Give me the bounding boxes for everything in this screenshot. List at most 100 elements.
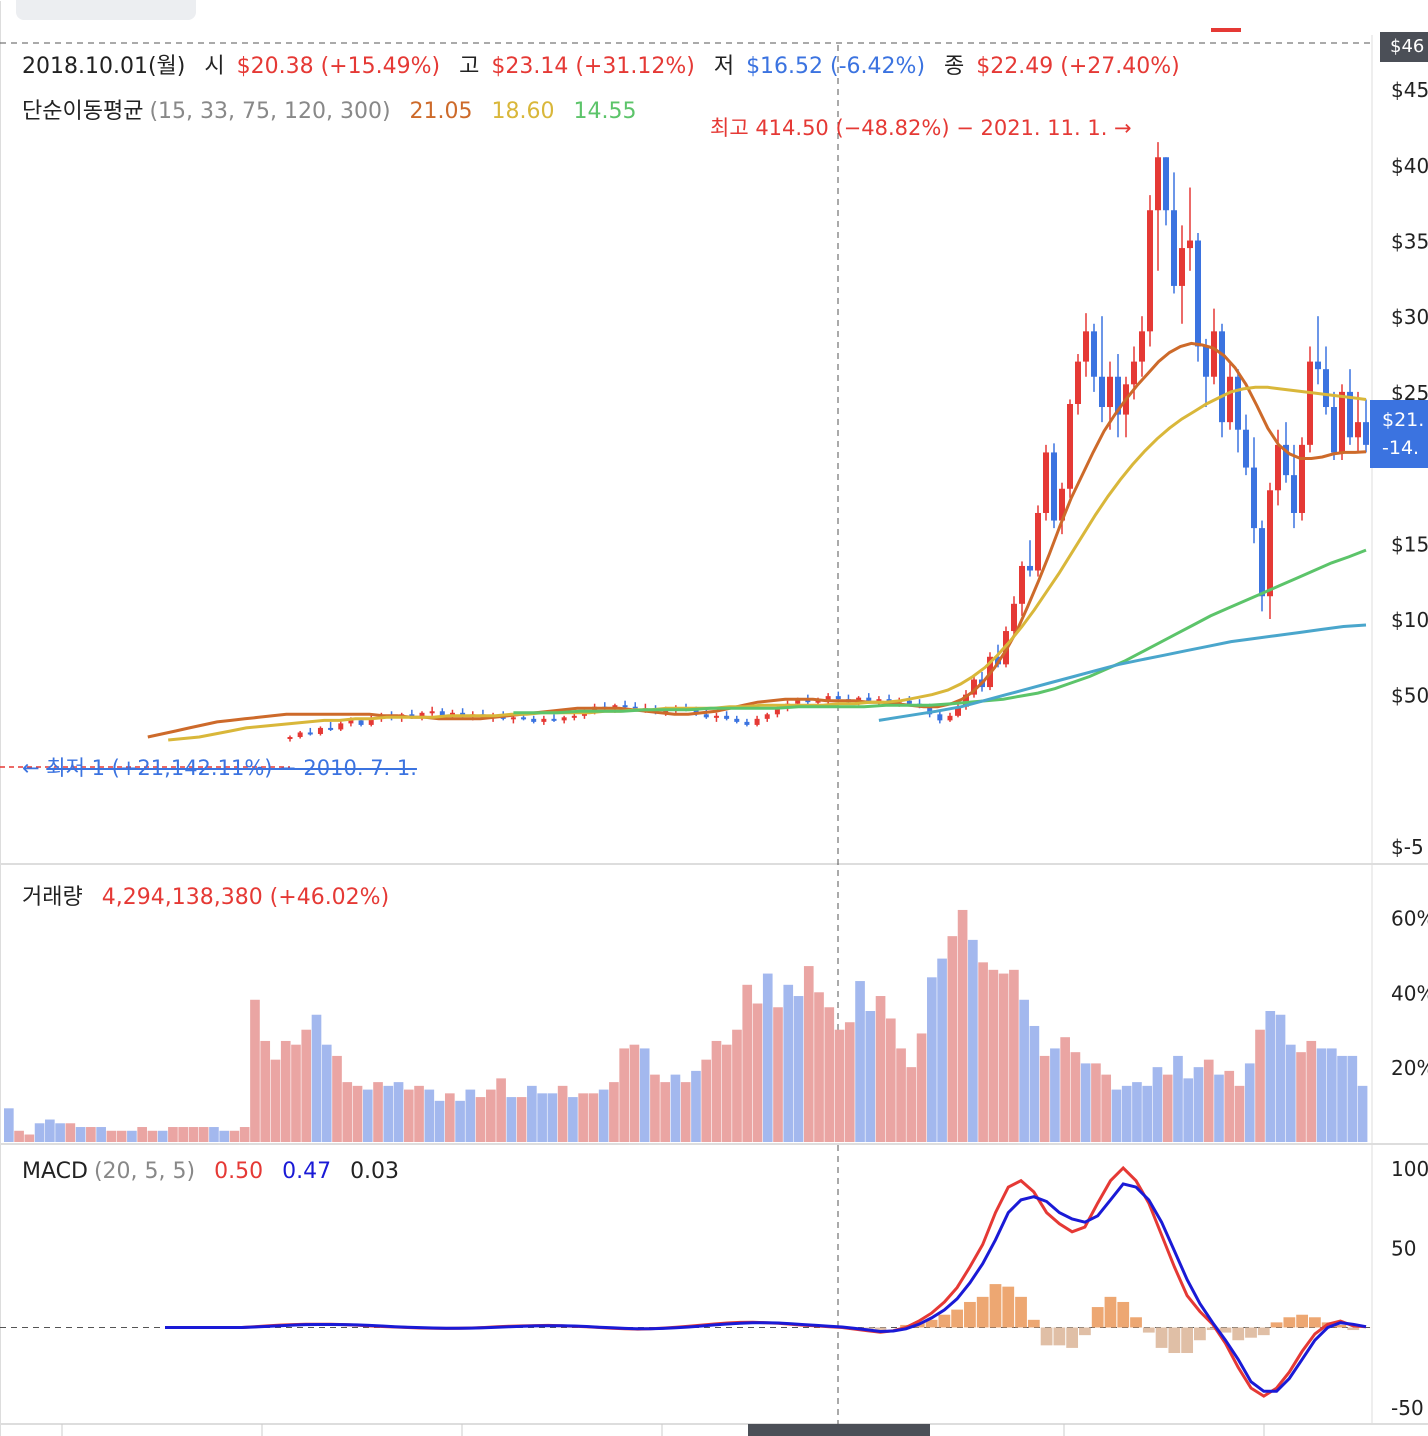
candle-body bbox=[1051, 452, 1057, 521]
macd-hist-bar bbox=[1194, 1327, 1206, 1341]
volume-bar bbox=[1121, 1085, 1132, 1142]
volume-bar bbox=[352, 1085, 363, 1142]
volume-bar bbox=[280, 1040, 291, 1142]
candle-body bbox=[947, 715, 953, 721]
candle-body bbox=[955, 706, 961, 716]
candle-body bbox=[561, 717, 567, 721]
candle-body bbox=[927, 706, 933, 715]
candle-body bbox=[703, 714, 709, 718]
close-label: 종 bbox=[944, 54, 965, 79]
ohlc-legend: 2018.10.01(월) 시 $20.38 (+15.49%) 고 $23.14 … bbox=[22, 48, 1192, 80]
volume-bars-group bbox=[4, 909, 1368, 1142]
volume-bar bbox=[1142, 1085, 1153, 1142]
candle-body bbox=[1283, 444, 1289, 476]
volume-bar bbox=[670, 1074, 681, 1142]
candle-body bbox=[1147, 210, 1153, 332]
volume-bar bbox=[834, 1029, 845, 1142]
volume-bar bbox=[373, 1082, 383, 1142]
ma15-line bbox=[147, 341, 1367, 739]
macd-hist-bar bbox=[1181, 1327, 1194, 1354]
macd-hist-value: 0.03 bbox=[350, 1159, 400, 1184]
macd-hist-bar bbox=[1155, 1327, 1168, 1348]
macd-hist-bar bbox=[1296, 1314, 1309, 1328]
volume-bar bbox=[516, 1097, 527, 1142]
macd-hist-bar bbox=[1091, 1307, 1104, 1328]
candle-body bbox=[906, 700, 912, 704]
volume-bar bbox=[916, 1033, 927, 1142]
close-value: $22.49 (+27.40%) bbox=[976, 54, 1180, 79]
volume-bar bbox=[127, 1130, 137, 1142]
volume-bar bbox=[547, 1093, 558, 1142]
toolbar-chart-type-button[interactable] bbox=[16, 0, 196, 20]
price-tick-label: $15 bbox=[1391, 532, 1428, 556]
macd-signal-value: 0.47 bbox=[282, 1159, 332, 1184]
volume-bar bbox=[927, 977, 937, 1142]
macd-legend[interactable]: MACD (20, 5, 5) 0.50 0.47 0.03 bbox=[22, 1159, 411, 1184]
volume-bar bbox=[957, 909, 968, 1142]
current-price-tag: $21. -14. bbox=[1370, 400, 1428, 468]
volume-bar bbox=[34, 1123, 45, 1142]
volume-bar bbox=[486, 1089, 496, 1142]
price-tick-label: $10 bbox=[1391, 608, 1428, 632]
macd-value: 0.50 bbox=[214, 1159, 264, 1184]
macd-tick-label: -50 bbox=[1391, 1396, 1424, 1420]
macd-hist-bar bbox=[1245, 1327, 1257, 1338]
volume-bar bbox=[444, 1093, 455, 1142]
candle-body bbox=[963, 694, 969, 707]
candle-body bbox=[1251, 467, 1257, 529]
volume-bar bbox=[260, 1040, 271, 1142]
candle-body bbox=[632, 706, 638, 710]
candle-body bbox=[368, 718, 374, 725]
volume-bar bbox=[383, 1085, 394, 1142]
volume-bar bbox=[793, 996, 804, 1142]
volume-bar bbox=[1234, 1085, 1245, 1142]
candle-body bbox=[1219, 331, 1225, 423]
candle-body bbox=[1091, 331, 1097, 377]
candle-body bbox=[1291, 475, 1297, 513]
candle-body bbox=[1083, 331, 1089, 362]
volume-bar bbox=[1214, 1074, 1224, 1142]
candle-body bbox=[1339, 391, 1345, 453]
volume-bar bbox=[742, 984, 753, 1142]
candle-body bbox=[1195, 240, 1201, 347]
volume-bar bbox=[137, 1127, 147, 1142]
candle-body bbox=[825, 696, 831, 701]
macd-hist-bar bbox=[1309, 1317, 1321, 1328]
volume-bar bbox=[393, 1082, 404, 1142]
candle-body bbox=[1235, 376, 1241, 430]
candle-body bbox=[1027, 565, 1033, 571]
time-scrollbar-thumb[interactable] bbox=[748, 1424, 930, 1436]
volume-bar bbox=[455, 1100, 465, 1142]
macd-hist-bar bbox=[951, 1309, 964, 1328]
candle-body bbox=[1243, 429, 1249, 468]
volume-legend[interactable]: 거래량 4,294,138,380 (+46.02%) bbox=[22, 879, 401, 911]
volume-bar bbox=[732, 1029, 742, 1142]
volume-bar bbox=[639, 1048, 650, 1142]
volume-bar bbox=[937, 958, 947, 1142]
volume-bar bbox=[711, 1040, 722, 1142]
macd-hist-bar bbox=[1040, 1327, 1053, 1346]
volume-bar bbox=[45, 1119, 55, 1142]
open-label: 시 bbox=[204, 54, 225, 79]
volume-bar bbox=[650, 1074, 660, 1142]
volume-bar bbox=[773, 1007, 783, 1142]
candle-body bbox=[1155, 157, 1161, 211]
price-tick-label: $45 bbox=[1391, 78, 1428, 102]
macd-hist-bar bbox=[1104, 1296, 1117, 1328]
macd-signal-line bbox=[165, 1182, 1367, 1393]
volume-bar bbox=[55, 1123, 65, 1142]
volume-bar bbox=[475, 1097, 486, 1142]
macd-hist-bar bbox=[976, 1296, 989, 1328]
volume-bar bbox=[86, 1127, 96, 1142]
candle-body bbox=[1267, 490, 1273, 597]
candle-body bbox=[1307, 361, 1313, 445]
volume-bar bbox=[1306, 1040, 1317, 1142]
volume-bar bbox=[239, 1127, 250, 1142]
ma-legend[interactable]: 단순이동평균 (15, 33, 75, 120, 300) 21.05 18.60… bbox=[22, 93, 648, 125]
macd-hist-bar bbox=[1130, 1317, 1142, 1328]
candle-body bbox=[307, 732, 313, 735]
candle-body bbox=[876, 699, 882, 702]
candle-body bbox=[1067, 403, 1073, 489]
candle-body bbox=[713, 715, 719, 718]
